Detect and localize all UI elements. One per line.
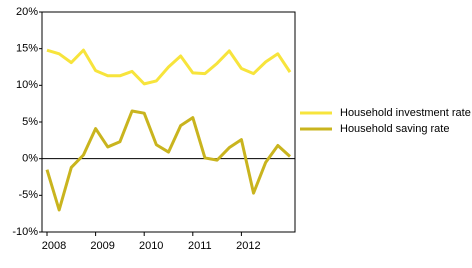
y-tick-label: 0% — [22, 153, 38, 165]
y-tick-label: 15% — [16, 43, 38, 55]
x-tick-label: 2008 — [42, 240, 66, 252]
legend-label: Household investment rate — [340, 107, 471, 119]
legend-label: Household saving rate — [340, 123, 449, 135]
y-tick-label: -10% — [12, 226, 38, 238]
y-tick-label: 5% — [22, 116, 38, 128]
x-tick-label: 2011 — [188, 240, 212, 252]
x-tick-label: 2012 — [236, 240, 260, 252]
series-line — [46, 48, 292, 86]
x-tick-label: 2009 — [90, 240, 114, 252]
plot-frame — [41, 11, 296, 233]
series-line — [45, 109, 292, 212]
y-tick-label: -5% — [18, 189, 38, 201]
x-tick-label: 2010 — [139, 240, 163, 252]
y-tick-label: 20% — [16, 6, 38, 18]
y-tick-label: 10% — [16, 79, 38, 91]
